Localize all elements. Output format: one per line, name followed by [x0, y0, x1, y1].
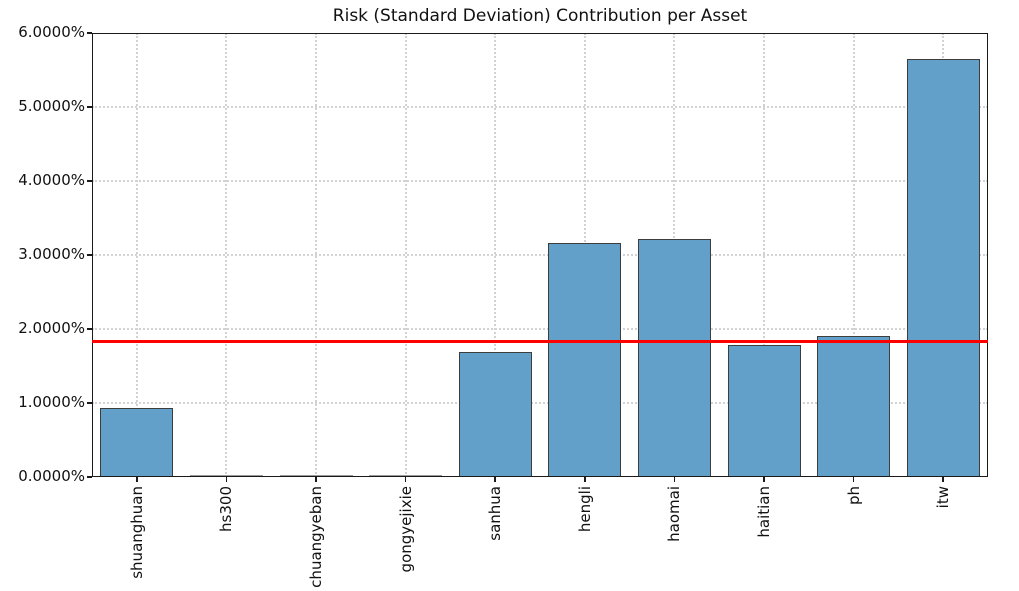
- bar-shuanghuan: [100, 408, 174, 477]
- x-gridline-shuanghuan: [135, 33, 138, 477]
- y-tick-3: [87, 254, 92, 256]
- x-tick-label-chuangyeban: chuangyeban: [307, 486, 325, 588]
- y-tick-0: [87, 476, 92, 478]
- x-tick-gongyejixie: [404, 477, 407, 482]
- y-tick-label-6: 6.0000%: [18, 23, 85, 41]
- bar-haomai: [637, 238, 711, 477]
- y-tick-2: [87, 328, 92, 330]
- x-tick-ph: [852, 477, 855, 482]
- y-tick-label-0: 0.0000%: [18, 467, 85, 485]
- y-tick-label-1: 1.0000%: [18, 393, 85, 411]
- bar-gongyejixie: [369, 475, 443, 476]
- x-tick-label-haitian: haitian: [755, 486, 773, 538]
- x-gridline-sanhua: [494, 33, 497, 477]
- x-tick-label-ph: ph: [844, 486, 863, 506]
- x-tick-label-itw: itw: [934, 486, 953, 509]
- x-tick-hengli: [584, 477, 586, 482]
- bar-ph: [817, 335, 891, 477]
- y-gridline-4: [92, 180, 988, 182]
- x-tick-itw: [942, 477, 944, 482]
- y-gridline-5: [92, 106, 988, 108]
- y-tick-label-4: 4.0000%: [18, 171, 85, 189]
- bar-haitian: [727, 345, 801, 477]
- y-tick-1: [87, 402, 92, 404]
- bar-itw: [906, 58, 980, 477]
- x-gridline-hs300: [225, 33, 228, 477]
- x-tick-label-shuanghuan: shuanghuan: [127, 486, 146, 579]
- x-tick-label-hs300: hs300: [217, 486, 236, 532]
- x-gridline-haitian: [763, 33, 765, 477]
- x-gridline-ph: [852, 33, 855, 477]
- x-tick-shuanghuan: [136, 477, 138, 482]
- y-tick-6: [87, 32, 92, 34]
- x-tick-label-gongyejixie: gongyejixie: [396, 486, 415, 573]
- bar-chuangyeban: [279, 475, 353, 476]
- y-tick-label-2: 2.0000%: [18, 319, 85, 337]
- bar-sanhua: [458, 351, 532, 477]
- x-tick-label-sanhua: sanhua: [486, 486, 505, 541]
- y-tick-label-3: 3.0000%: [18, 245, 85, 263]
- x-tick-chuangyeban: [315, 477, 317, 482]
- x-tick-label-hengli: hengli: [575, 486, 594, 533]
- chart-title: Risk (Standard Deviation) Contribution p…: [332, 6, 748, 26]
- x-gridline-gongyejixie: [404, 33, 407, 477]
- x-tick-label-haomai: haomai: [665, 486, 684, 542]
- y-tick-label-5: 5.0000%: [18, 97, 85, 115]
- x-tick-hs300: [225, 477, 228, 482]
- bar-hengli: [548, 243, 622, 477]
- x-tick-sanhua: [494, 477, 496, 482]
- average-risk-reference-line: [92, 340, 988, 344]
- y-tick-4: [87, 180, 92, 182]
- x-gridline-chuangyeban: [315, 33, 317, 477]
- x-tick-haitian: [763, 477, 765, 482]
- y-tick-5: [87, 106, 92, 108]
- y-gridline-2: [92, 328, 988, 330]
- y-gridline-1: [92, 402, 988, 404]
- x-tick-haomai: [673, 477, 676, 482]
- y-gridline-3: [92, 254, 988, 256]
- bar-hs300: [189, 475, 263, 476]
